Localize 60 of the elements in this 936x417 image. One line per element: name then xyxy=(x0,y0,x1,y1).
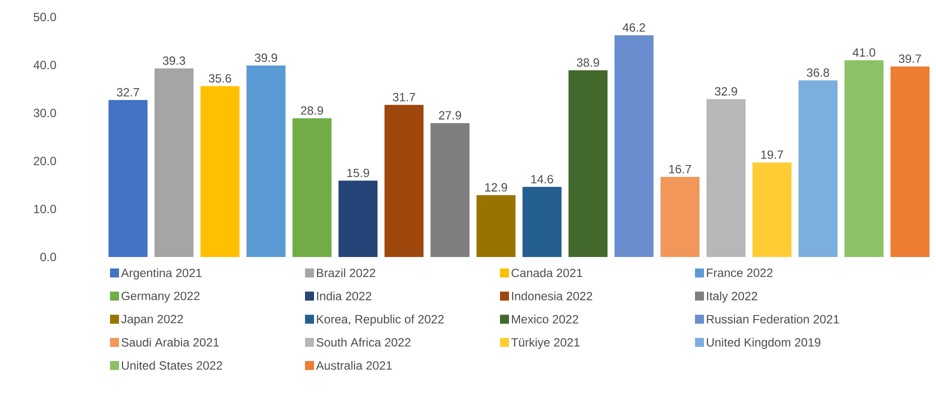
bar xyxy=(430,123,470,258)
bar xyxy=(246,65,286,258)
bar xyxy=(522,186,562,258)
legend-label: Germany 2022 xyxy=(122,292,200,303)
legend-label: Argentina 2021 xyxy=(121,268,202,280)
data-label: 46.2 xyxy=(622,23,646,32)
data-label: 15.9 xyxy=(347,168,370,178)
y-tick-label: 40.0 xyxy=(33,60,56,70)
bar xyxy=(476,195,516,258)
data-label: 39.7 xyxy=(898,54,922,63)
data-label: 12.9 xyxy=(485,183,508,192)
bar xyxy=(614,35,654,258)
data-label: 31.7 xyxy=(392,92,416,102)
data-label: 32.7 xyxy=(116,88,140,97)
bar xyxy=(660,176,700,258)
bar xyxy=(568,70,608,258)
bar xyxy=(292,118,332,258)
legend-label: Australia 2021 xyxy=(316,360,392,370)
legend-label: Russian Federation 2021 xyxy=(706,314,839,324)
data-label: 19.7 xyxy=(761,150,784,159)
legend-label: Brazil 2022 xyxy=(316,268,376,278)
bar xyxy=(752,162,792,258)
bar xyxy=(154,68,194,258)
legend-label: United States 2022 xyxy=(122,360,222,370)
bar xyxy=(844,60,884,258)
data-label: 38.9 xyxy=(576,58,600,67)
data-label: 36.8 xyxy=(806,68,830,77)
bar xyxy=(706,99,746,258)
bar xyxy=(384,104,424,258)
y-tick-label: 30.0 xyxy=(34,108,56,118)
data-label: 16.7 xyxy=(669,164,692,174)
y-tick-label: 20.0 xyxy=(34,156,56,166)
data-label: 35.6 xyxy=(208,74,232,83)
bar xyxy=(890,66,930,258)
legend-label: South Africa 2022 xyxy=(316,338,410,347)
legend-label: France 2022 xyxy=(706,268,772,277)
data-label: 27.9 xyxy=(438,111,462,120)
bar xyxy=(798,80,838,258)
bar xyxy=(108,100,148,258)
bar xyxy=(338,180,378,258)
legend-label: Türkiye 2021 xyxy=(511,338,580,349)
legend-label: Canada 2021 xyxy=(512,268,582,278)
data-label: 39.3 xyxy=(162,56,186,65)
legend-label: Korea, Republic of 2022 xyxy=(316,314,444,326)
legend-label: India 2022 xyxy=(317,292,372,300)
data-label: 32.9 xyxy=(714,87,738,96)
data-label: 39.9 xyxy=(254,54,278,62)
bar xyxy=(200,86,240,258)
legend-label: Italy 2022 xyxy=(707,292,758,303)
y-tick-label: 50.0 xyxy=(34,12,56,22)
legend-label: Japan 2022 xyxy=(121,314,183,326)
data-label: 28.9 xyxy=(300,106,324,115)
legend-label: Saudi Arabia 2021 xyxy=(122,338,219,347)
y-tick-label: 10.0 xyxy=(34,204,56,214)
legend-label: Mexico 2022 xyxy=(512,314,578,324)
data-label: 14.6 xyxy=(531,174,554,184)
y-tick-label: 0.0 xyxy=(40,252,56,262)
legend-label: United Kingdom 2019 xyxy=(706,338,820,349)
data-label: 41.0 xyxy=(852,48,876,57)
legend-label: Indonesia 2022 xyxy=(512,292,592,300)
